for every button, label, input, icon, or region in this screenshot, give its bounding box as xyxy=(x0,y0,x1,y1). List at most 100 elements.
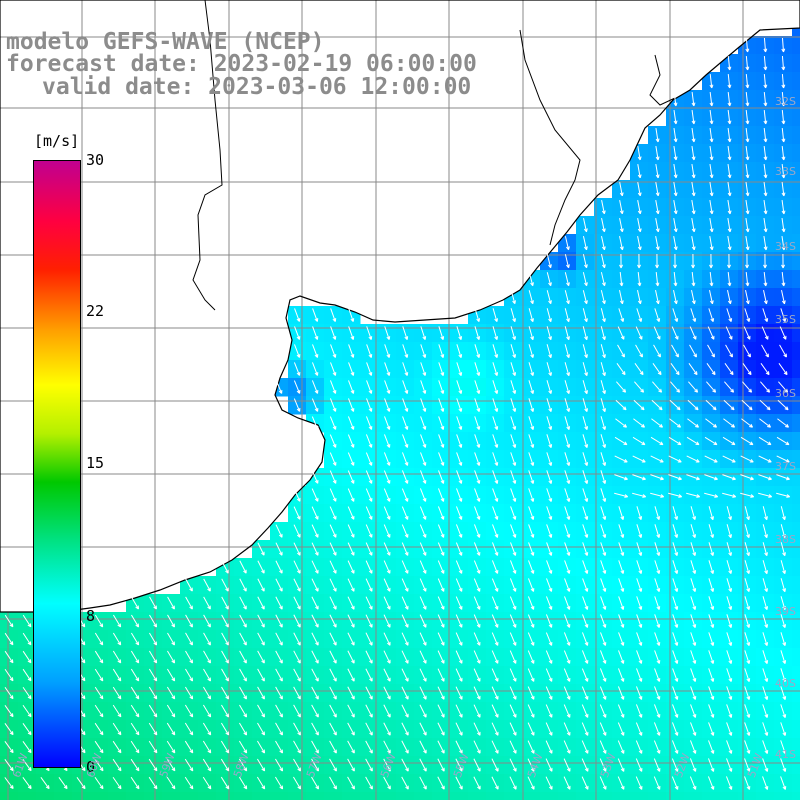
wind-arrow xyxy=(294,308,301,322)
wind-arrow xyxy=(491,578,499,592)
wind-arrow xyxy=(615,418,628,428)
wind-arrow xyxy=(546,344,553,359)
wind-arrow xyxy=(564,416,571,431)
wind-arrow xyxy=(673,236,678,251)
wind-arrow xyxy=(582,308,588,323)
wind-arrow xyxy=(655,218,660,233)
wind-arrow xyxy=(94,614,104,628)
field-cell xyxy=(792,504,800,523)
wind-arrow xyxy=(779,344,787,358)
wind-arrow xyxy=(581,722,589,736)
wind-arrow xyxy=(473,650,481,664)
wind-arrow xyxy=(582,506,589,520)
wind-arrow xyxy=(635,704,643,718)
wind-arrow xyxy=(437,632,445,646)
wind-arrow xyxy=(456,362,463,376)
wind-arrow xyxy=(455,776,463,790)
wind-arrow xyxy=(781,181,786,197)
wind-arrow xyxy=(130,758,140,772)
wind-arrow xyxy=(546,596,553,610)
wind-arrow xyxy=(600,578,607,592)
field-cell xyxy=(792,252,800,271)
wind-arrow xyxy=(420,470,427,484)
wind-arrow xyxy=(617,326,625,340)
wind-arrow xyxy=(600,344,606,359)
wind-arrows xyxy=(4,37,791,790)
field-cell xyxy=(792,450,800,469)
wind-arrow xyxy=(510,470,517,484)
wind-arrow xyxy=(329,416,337,430)
wind-arrow xyxy=(203,632,211,646)
wind-arrow xyxy=(564,506,571,520)
wind-arrow xyxy=(761,344,769,358)
wind-arrow xyxy=(655,236,660,251)
wind-arrow xyxy=(654,668,661,682)
wind-arrow xyxy=(653,326,661,340)
wind-arrow xyxy=(130,632,140,646)
field-cell xyxy=(630,792,649,800)
wind-arrow xyxy=(763,109,768,125)
wind-arrow xyxy=(112,668,122,682)
wind-arrow xyxy=(329,776,337,790)
wind-arrow xyxy=(582,362,588,377)
wind-arrow xyxy=(582,416,589,431)
field-cell xyxy=(792,90,800,109)
wind-arrow xyxy=(402,398,409,412)
wind-arrow xyxy=(619,182,624,197)
wind-arrow xyxy=(509,614,517,628)
wind-arrow xyxy=(455,722,463,736)
wind-arrow xyxy=(546,272,552,287)
wind-arrow xyxy=(704,492,719,498)
wind-arrow xyxy=(744,506,750,521)
wind-arrow xyxy=(780,776,787,790)
wind-arrow xyxy=(455,596,463,610)
wind-arrow xyxy=(582,578,589,592)
wind-arrow xyxy=(708,524,715,539)
wind-arrow xyxy=(744,614,751,629)
wind-arrow xyxy=(726,668,733,682)
wind-arrow xyxy=(365,506,373,520)
wind-arrow xyxy=(419,758,427,772)
wind-arrow xyxy=(727,91,732,107)
wind-arrow xyxy=(492,344,499,359)
wind-arrow xyxy=(184,704,194,718)
wind-arrow xyxy=(311,740,319,754)
wind-arrow xyxy=(94,668,104,682)
wind-arrow xyxy=(763,163,768,179)
wind-arrow xyxy=(329,452,337,466)
wind-arrow xyxy=(722,474,736,481)
wind-arrow xyxy=(671,326,679,340)
wind-arrow xyxy=(582,290,588,305)
wind-arrow xyxy=(238,758,248,772)
wind-arrow xyxy=(184,758,194,772)
wind-arrow xyxy=(741,418,754,428)
wind-arrow xyxy=(527,650,535,664)
wind-arrow xyxy=(781,91,786,107)
wind-arrow xyxy=(527,740,535,754)
wind-arrow xyxy=(762,722,769,736)
wind-arrow xyxy=(654,632,661,646)
wind-arrow xyxy=(185,650,194,664)
wind-arrow xyxy=(293,524,301,538)
wind-arrow xyxy=(581,758,589,772)
wind-arrow xyxy=(130,668,140,682)
wind-arrow xyxy=(329,704,337,718)
wind-arrow xyxy=(455,758,463,772)
wind-arrow xyxy=(632,436,646,446)
wind-arrow xyxy=(510,506,517,520)
wind-arrow xyxy=(546,380,553,395)
wind-arrow xyxy=(546,254,552,269)
field-cell xyxy=(126,792,145,800)
wind-arrow xyxy=(202,776,212,790)
field-cell xyxy=(792,612,800,631)
wind-arrow xyxy=(365,596,373,610)
wind-arrow xyxy=(402,452,409,466)
lat-label-33s: 33S xyxy=(775,165,796,178)
wind-arrow xyxy=(365,542,373,556)
wind-arrow xyxy=(383,686,391,700)
wind-arrow xyxy=(347,470,355,484)
wind-arrow xyxy=(545,722,553,736)
wind-arrow xyxy=(383,614,391,628)
wind-arrow xyxy=(653,758,661,772)
wind-arrow xyxy=(221,668,229,682)
